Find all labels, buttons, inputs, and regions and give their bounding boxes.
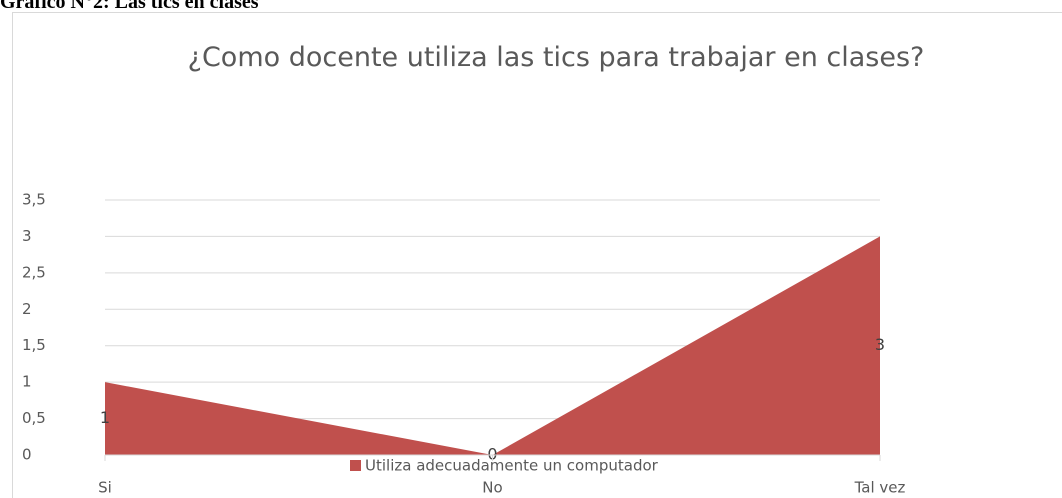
area: [105, 236, 880, 455]
data-label: 3: [875, 335, 885, 354]
data-label: 1: [100, 408, 110, 427]
page-heading: Gráfico N°2: Las tics en clases: [0, 0, 259, 13]
x-tick-label: No: [482, 479, 502, 497]
data-label: 0: [487, 445, 497, 464]
legend-label: Utiliza adecuadamente un computador: [365, 457, 659, 475]
y-tick-label: 0: [22, 446, 32, 464]
y-tick-label: 1: [22, 373, 32, 391]
x-tick-label: Tal vez: [854, 479, 906, 497]
y-tick-label: 2,5: [22, 263, 46, 281]
chart-title: ¿Como docente utiliza las tics para trab…: [188, 42, 925, 73]
legend-swatch: [350, 460, 361, 471]
chart-border: [12, 12, 1062, 498]
y-tick-label: 2: [22, 300, 32, 318]
y-tick-label: 0,5: [22, 409, 46, 427]
x-tick-label: Si: [98, 479, 112, 497]
y-tick-label: 3: [22, 227, 32, 245]
y-tick-label: 3,5: [22, 191, 46, 209]
y-tick-label: 1,5: [22, 336, 46, 354]
